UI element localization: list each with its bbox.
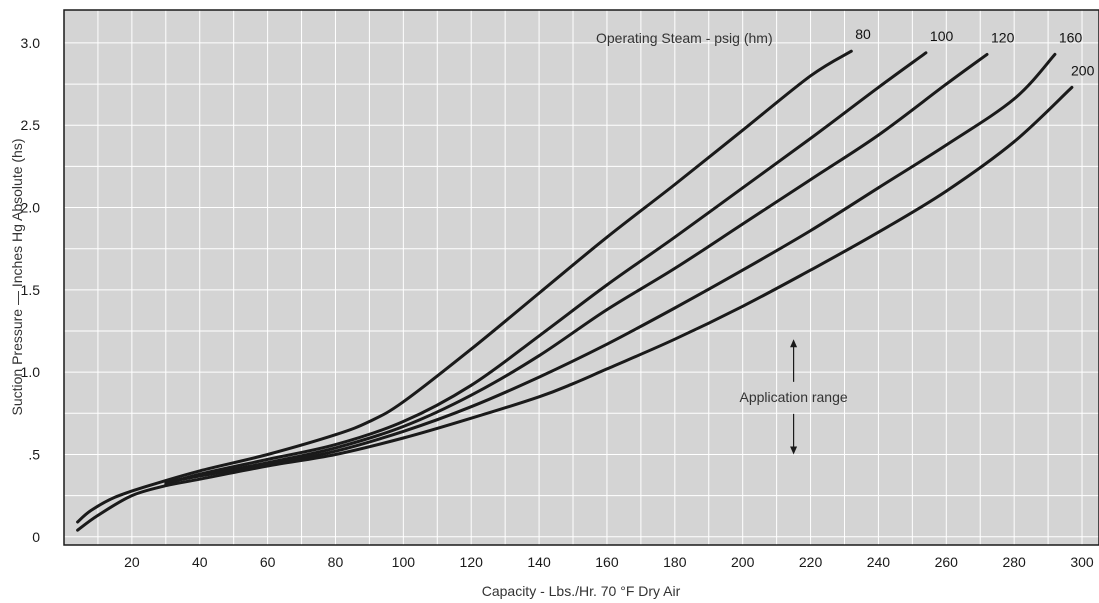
grid xyxy=(64,10,1099,545)
series-label-80: 80 xyxy=(855,26,871,42)
series-line-120 xyxy=(164,52,989,484)
series-lines xyxy=(76,49,1074,532)
series-label-120: 120 xyxy=(991,29,1015,45)
x-tick-label: 240 xyxy=(867,554,891,570)
plot-frame xyxy=(63,9,1099,546)
x-tick-label: 200 xyxy=(731,554,755,570)
x-tick-label: 260 xyxy=(935,554,959,570)
x-tick-label: 220 xyxy=(799,554,823,570)
series-labels: 80 100 120 160 200 xyxy=(855,26,1094,78)
x-tick-label: 40 xyxy=(192,554,208,570)
series-line-80 xyxy=(76,49,853,524)
x-tick-label: 60 xyxy=(260,554,276,570)
y-tick-label: .5 xyxy=(28,446,40,462)
x-tick-label: 100 xyxy=(392,554,416,570)
y-axis-label: Suction Pressure — Inches Hg Absolute (h… xyxy=(9,138,25,415)
x-tick-label: 160 xyxy=(595,554,619,570)
x-tick-label: 120 xyxy=(460,554,484,570)
x-tick-labels: 20 40 60 80 100 120 140 160 180 200 220 240 260 280 30… xyxy=(124,554,1094,570)
x-tick-label: 80 xyxy=(328,554,344,570)
y-tick-label: 0 xyxy=(32,529,40,545)
application-range-arrowhead-up xyxy=(790,339,798,348)
series-label-160: 160 xyxy=(1059,29,1083,45)
series-line-160 xyxy=(171,52,1057,483)
series-label-200: 200 xyxy=(1071,62,1095,78)
y-tick-labels: 0 .5 1.0 1.5 2.0 2.5 3.0 xyxy=(21,35,41,545)
y-tick-label: 2.5 xyxy=(21,117,41,133)
application-range-arrowhead-down xyxy=(790,446,798,455)
series-label-100: 100 xyxy=(930,28,954,44)
x-tick-label: 280 xyxy=(1002,554,1026,570)
y-tick-label: 1.5 xyxy=(21,282,41,298)
legend-title: Operating Steam - psig (hm) xyxy=(596,30,773,46)
series-line-200 xyxy=(76,85,1074,532)
application-range-annotation: Application range xyxy=(739,339,848,455)
y-tick-label: 2.0 xyxy=(21,200,41,216)
x-tick-label: 180 xyxy=(663,554,687,570)
y-tick-label: 3.0 xyxy=(21,35,41,51)
x-tick-label: 140 xyxy=(527,554,551,570)
x-tick-label: 20 xyxy=(124,554,140,570)
y-tick-label: 1.0 xyxy=(21,364,41,380)
series-line-100 xyxy=(164,51,928,486)
x-axis-label: Capacity - Lbs./Hr. 70 °F Dry Air xyxy=(482,583,681,599)
application-range-label: Application range xyxy=(739,389,847,405)
x-tick-label: 300 xyxy=(1070,554,1094,570)
